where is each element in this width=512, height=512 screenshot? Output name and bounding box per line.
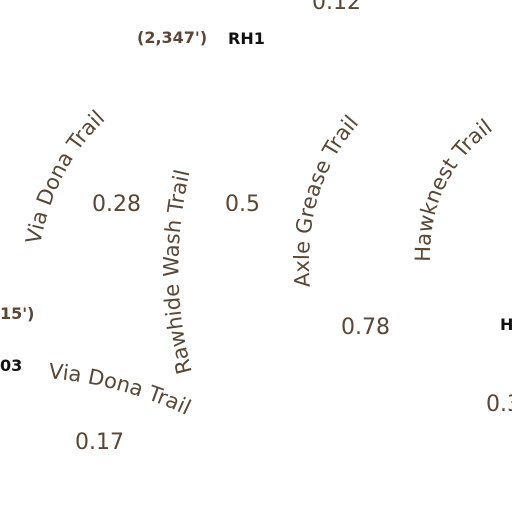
elevation-label: (2,347') [137, 28, 208, 47]
segment-distance: 0.17 [75, 430, 124, 455]
segment-distance: 0.3 [486, 392, 512, 417]
segment-distance: 0.28 [92, 192, 141, 217]
trail-label-axle-grease: Axle Grease Trail [290, 111, 363, 288]
trail-label-rawhide-wash: Rawhide Wash Trail [159, 167, 196, 376]
segment-distance: 0.12 [312, 0, 361, 15]
segment-distance: 0.5 [225, 192, 260, 217]
junction-code: H [500, 315, 512, 334]
junction-code: RH1 [228, 29, 265, 48]
elevation-label: 15') [0, 304, 35, 323]
trail-label-hawknest: Hawknest Trail [411, 115, 497, 262]
segment-distance: 0.78 [341, 315, 390, 340]
junction-code: 03 [0, 356, 23, 375]
trail-label-via-dona-north: Via Dona Trail [21, 106, 109, 246]
